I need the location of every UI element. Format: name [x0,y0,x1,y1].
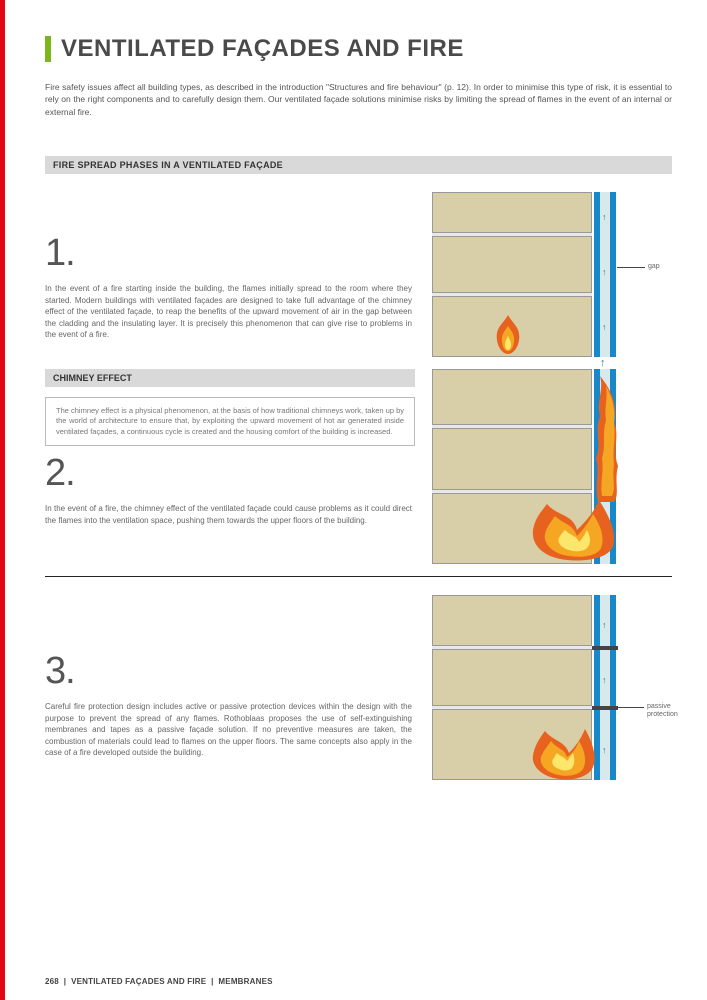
phase-3-diagram-col: ↑ ↑ ↑ passive protection [432,595,672,780]
floor-slab-icon [432,424,592,429]
arrow-up-icon: ↑ [602,267,607,277]
flame-large-icon [527,494,622,566]
phase-2-diagram-col: ↑ [432,369,672,564]
cladding-panel-icon [610,595,616,780]
phase-3-diagram: ↑ ↑ ↑ [432,595,627,780]
arrow-up-icon: ↑ [602,212,607,222]
phase-2-diagram: ↑ [432,369,627,564]
passive-protection-icon [592,646,618,650]
title-block: VENTILATED FAÇADES AND FIRE [45,35,672,63]
flame-icon [487,312,529,357]
left-accent-bar [0,0,5,1000]
gap-label: gap [648,263,660,271]
footer-crumb-1: VENTILATED FAÇADES AND FIRE [71,977,206,986]
intro-paragraph: Fire safety issues affect all building t… [45,81,672,118]
label-line-icon [617,267,645,268]
flame-gap-icon [592,374,622,504]
phase-2-text-col: CHIMNEY EFFECT The chimney effect is a p… [45,369,412,527]
floor-slab-icon [432,705,592,710]
arrow-up-icon: ↑ [602,745,607,755]
phase-2-number: 2. [45,452,412,495]
footer-crumb-2: MEMBRANES [218,977,272,986]
phase-1-diagram: ↑ ↑ ↑ [432,192,627,357]
page-number: 268 [45,977,59,986]
page-footer: 268 | VENTILATED FAÇADES AND FIRE | MEMB… [45,977,273,986]
phase-3-text-col: 3. Careful fire protection design includ… [45,595,412,759]
floor-slab-icon [432,292,592,297]
page-content: VENTILATED FAÇADES AND FIRE Fire safety … [0,0,707,812]
passive-protection-icon [592,706,618,710]
phase-1-row: 1. In the event of a fire starting insid… [45,192,672,357]
phase-3-number: 3. [45,650,412,693]
flame-icon [527,725,597,783]
phase-1-text-col: 1. In the event of a fire starting insid… [45,192,412,341]
passive-label: passive protection [647,703,687,718]
label-line-icon [618,707,644,708]
phase-2-row: CHIMNEY EFFECT The chimney effect is a p… [45,369,672,564]
cladding-panel-icon [610,192,616,357]
arrow-up-icon: ↑ [602,620,607,630]
green-accent-tab [45,36,51,62]
phase-3-row: 3. Careful fire protection design includ… [45,595,672,780]
section-heading: FIRE SPREAD PHASES IN A VENTILATED FAÇAD… [45,156,672,174]
phase-1-text: In the event of a fire starting inside t… [45,283,412,341]
phase-2-text: In the event of a fire, the chimney effe… [45,503,412,526]
chimney-heading: CHIMNEY EFFECT [45,369,415,387]
phase-3-text: Careful fire protection design includes … [45,701,412,759]
page-title: VENTILATED FAÇADES AND FIRE [61,35,464,63]
floor-slab-icon [432,232,592,237]
phase-1-diagram-col: ↑ ↑ ↑ gap [432,192,672,357]
floor-slab-icon [432,645,592,650]
arrow-up-icon: ↑ [602,322,607,332]
divider-line [45,576,672,577]
phase-1-number: 1. [45,232,412,275]
arrow-up-icon: ↑ [600,357,606,369]
arrow-up-icon: ↑ [602,675,607,685]
chimney-callout: The chimney effect is a physical phenome… [45,397,415,447]
